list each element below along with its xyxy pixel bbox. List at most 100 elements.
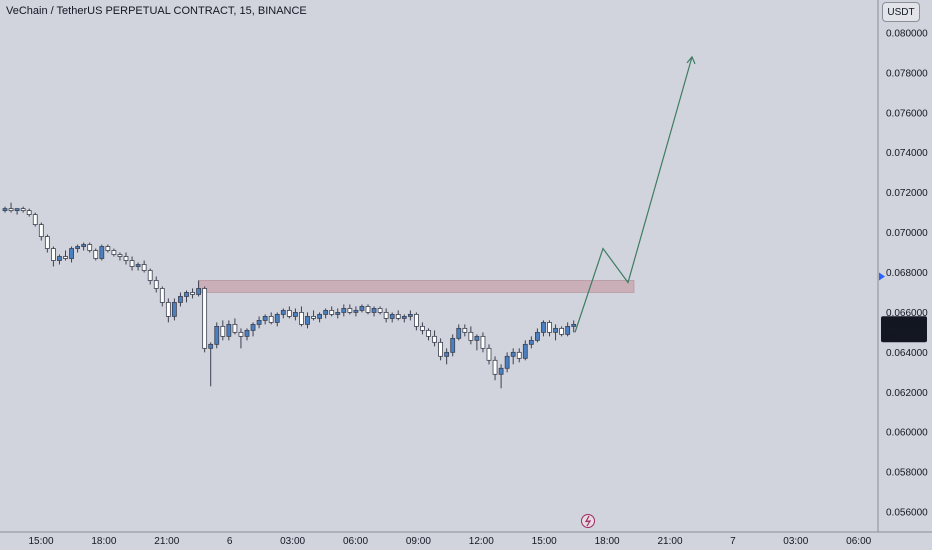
candle-body: [159, 288, 165, 303]
candle-body: [401, 316, 407, 319]
candle-body: [280, 310, 286, 315]
candle-body: [305, 316, 310, 325]
candle-body: [256, 319, 262, 325]
candle-body: [317, 314, 323, 319]
candle: [14, 208, 20, 215]
x-tick-label: 7: [730, 536, 736, 547]
candle-body: [147, 270, 153, 281]
x-tick-label: 6: [227, 536, 233, 547]
candle: [226, 320, 232, 341]
candle: [438, 338, 444, 361]
candle-body: [383, 312, 389, 319]
x-tick-label: 18:00: [595, 536, 620, 547]
candle-body: [93, 250, 99, 259]
candle-body: [389, 314, 395, 319]
candle-body: [377, 308, 383, 313]
candle: [299, 306, 304, 327]
candle: [444, 348, 450, 365]
y-tick-label: 0.072000: [886, 188, 928, 199]
candle-body: [347, 308, 353, 313]
candle: [75, 244, 80, 253]
candle-body: [190, 292, 195, 295]
candle: [535, 328, 540, 343]
candle-body: [81, 244, 87, 247]
candle: [214, 322, 220, 349]
candle-body: [498, 367, 504, 375]
x-tick-label: 15:00: [28, 536, 53, 547]
candle-body: [456, 327, 462, 339]
candle: [57, 254, 62, 265]
candle-body: [196, 288, 202, 295]
candle: [359, 304, 365, 313]
candle: [280, 308, 286, 319]
candle-body: [413, 314, 419, 327]
candle-body: [353, 310, 359, 313]
y-tick-label: 0.070000: [886, 228, 928, 239]
y-tick-label: 0.066000: [886, 308, 928, 319]
candle: [389, 312, 395, 323]
candle: [250, 322, 256, 337]
candle: [63, 250, 68, 261]
projection-line: [574, 56, 693, 333]
candle-body: [232, 323, 238, 333]
candle: [232, 318, 238, 335]
candle: [244, 328, 250, 341]
candle: [486, 344, 492, 365]
candle-body: [250, 323, 256, 331]
candle: [305, 312, 310, 329]
candle: [468, 326, 474, 345]
candle: [117, 252, 123, 261]
y-tick-label: 0.080000: [886, 28, 928, 39]
candle: [323, 308, 329, 319]
currency-button[interactable]: USDT: [882, 2, 920, 22]
candle-body: [141, 264, 147, 271]
candle: [317, 312, 323, 323]
candle: [510, 348, 516, 365]
candle-body: [559, 327, 564, 335]
candle: [528, 336, 534, 349]
candle: [426, 328, 431, 341]
candle-body: [274, 314, 280, 323]
candle: [26, 208, 32, 217]
candle-body: [420, 325, 425, 331]
time-axis[interactable]: 15:00 18:00 21:00 6 03:00 06:00 09:00 12:00 15:0…: [0, 531, 932, 547]
candle: [141, 260, 147, 273]
x-tick-label: 12:00: [469, 536, 494, 547]
candle-body: [214, 325, 220, 345]
candle: [413, 312, 419, 331]
y-tick-label: 0.062000: [886, 388, 928, 399]
candle: [129, 256, 135, 271]
candle-body: [220, 325, 226, 337]
x-tick-label: 06:00: [846, 536, 871, 547]
candle-body: [202, 288, 208, 349]
x-tick-label: 15:00: [532, 536, 557, 547]
price-axis[interactable]: 0.080000 0.078000 0.076000 0.074000 0.072000…: [877, 0, 928, 532]
candle-body: [323, 310, 329, 315]
candle-body: [571, 323, 577, 327]
candle: [184, 290, 189, 303]
candle-body: [8, 208, 14, 212]
candle-body: [171, 302, 177, 317]
x-tick-label: 03:00: [280, 536, 305, 547]
candle: [383, 308, 389, 323]
candle-body: [63, 256, 68, 259]
candle-body: [395, 314, 401, 319]
candle: [159, 286, 165, 307]
x-tick-label: 18:00: [91, 536, 116, 547]
candle-body: [244, 329, 250, 337]
candle-body: [20, 208, 26, 212]
candle: [420, 322, 425, 335]
candle-body: [165, 302, 171, 317]
candle: [335, 308, 341, 319]
candle: [353, 306, 359, 317]
lightning-icon: [581, 514, 595, 528]
candle: [51, 246, 56, 267]
candle-body: [111, 250, 117, 255]
candle-body: [178, 296, 183, 303]
candle: [565, 322, 571, 337]
candle-body: [262, 316, 268, 321]
candle-body: [432, 335, 437, 343]
